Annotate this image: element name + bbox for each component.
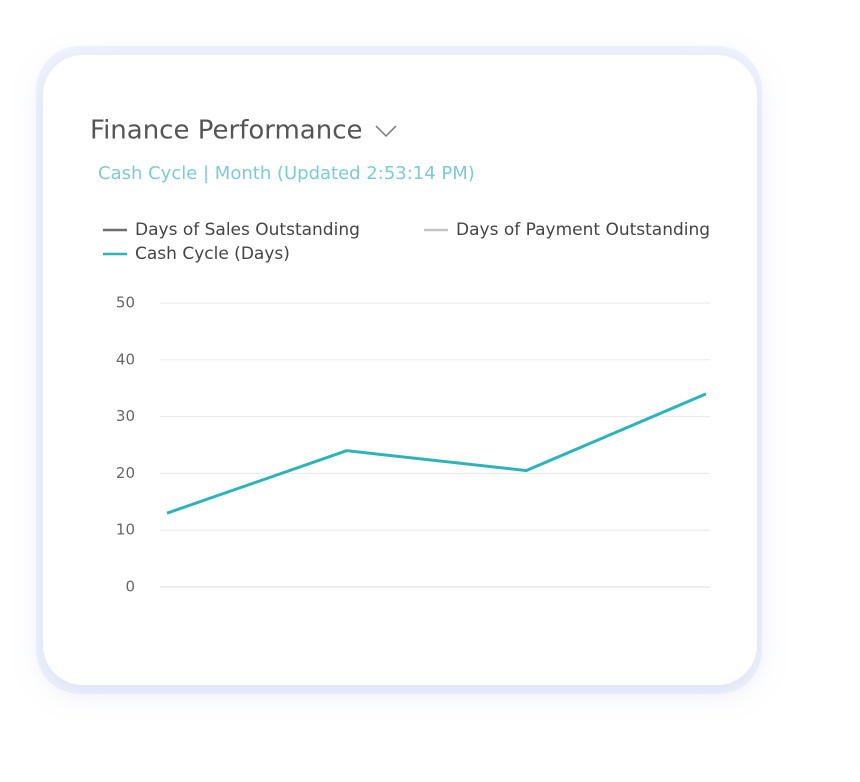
legend-label: Days of Payment Outstanding <box>456 220 710 240</box>
dropdown-chevron[interactable] <box>375 125 397 138</box>
legend-label: Cash Cycle (Days) <box>135 244 290 264</box>
y-tick-label: 10 <box>116 521 135 539</box>
legend: Days of Sales Outstanding Days of Payment… <box>103 220 710 264</box>
legend-label: Days of Sales Outstanding <box>135 220 360 240</box>
card <box>43 55 757 685</box>
y-tick-label: 20 <box>116 464 135 482</box>
y-tick-label: 40 <box>116 350 135 368</box>
chart-title: Finance Performance <box>90 116 363 146</box>
y-tick-label: 30 <box>116 407 135 425</box>
y-tick-label: 50 <box>116 294 135 312</box>
series-line <box>166 392 707 515</box>
y-tick-label: 0 <box>125 578 135 596</box>
chart-subtitle: Cash Cycle | Month (Updated 2:53:14 PM) <box>98 163 475 184</box>
